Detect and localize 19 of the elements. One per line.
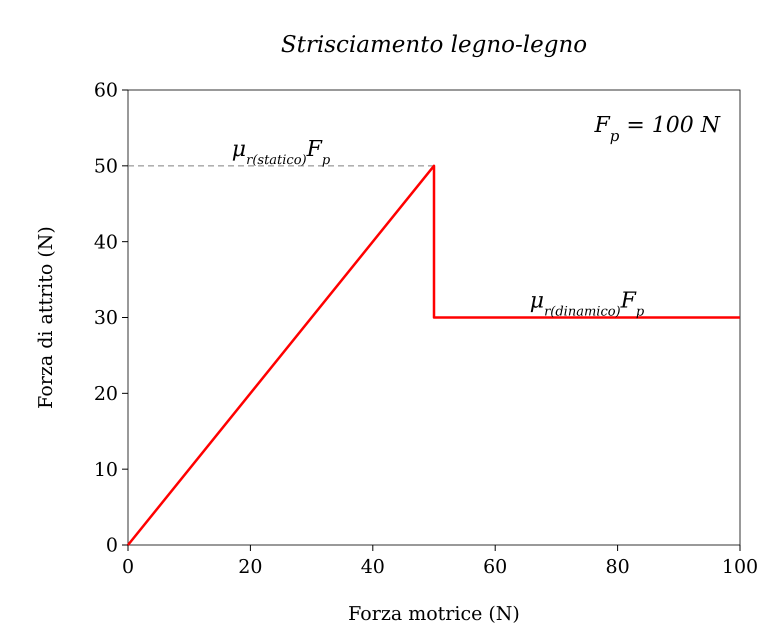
annotation: μ$_{r(dinamico)}$F$_{p}$	[530, 288, 645, 319]
annotation: F$_{p}$ = 100 N	[593, 113, 721, 145]
y-tick-label: 60	[94, 80, 118, 102]
y-tick-label: 20	[94, 382, 118, 405]
x-tick-label: 80	[606, 556, 630, 578]
annotation: μ$_{r(statico)}$F$_{p}$	[232, 136, 331, 168]
y-axis-title: Forza di attrito (N)	[35, 226, 57, 409]
y-tick-label: 10	[94, 458, 118, 481]
x-tick-label: 60	[483, 556, 508, 578]
y-tick-label: 0	[106, 534, 118, 557]
x-axis-title: Forza motrice (N)	[348, 603, 520, 625]
y-tick-label: 50	[94, 155, 118, 178]
y-tick-label: 30	[94, 307, 118, 330]
x-tick-label: 100	[722, 556, 758, 578]
x-tick-label: 20	[238, 556, 262, 578]
y-tick-label: 40	[94, 231, 118, 254]
x-tick-label: 40	[360, 556, 385, 578]
chart-title: Strisciamento legno-legno	[280, 32, 588, 58]
x-tick-label: 0	[122, 556, 134, 578]
